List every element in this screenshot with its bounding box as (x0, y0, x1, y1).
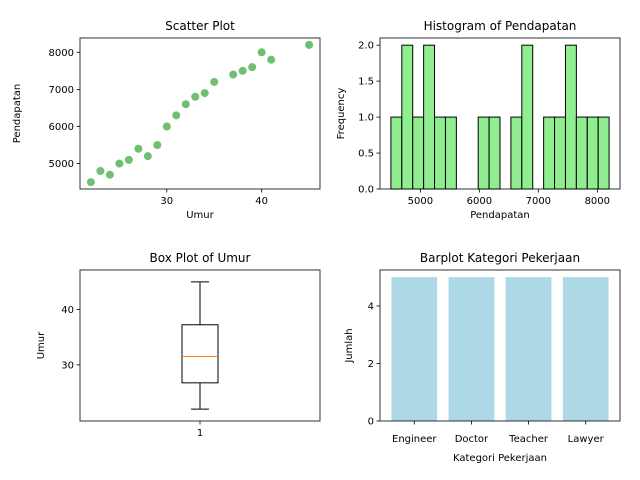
scatter-point (86, 178, 95, 187)
x-tick-label: Lawyer (568, 434, 605, 445)
axes-frame (379, 37, 621, 190)
histogram-bar (586, 116, 599, 190)
y-tick-label: 1.0 (358, 113, 374, 124)
scatter-point (210, 77, 219, 86)
scatter-point (143, 152, 152, 161)
scatter-point (105, 170, 114, 179)
y-axis-label: Umur (36, 331, 47, 359)
scatter-point (162, 122, 171, 131)
y-tick-label: 2 (368, 359, 374, 370)
y-tick-label: 7000 (49, 85, 74, 96)
scatter-point (238, 66, 247, 75)
scatter-point (134, 144, 143, 153)
y-axis-label: Frequency (336, 88, 347, 140)
histogram-bar (554, 116, 566, 190)
y-axis-label: Pendapatan (12, 84, 23, 144)
x-tick-label: 5000 (408, 196, 433, 207)
x-axis-label: Umur (186, 210, 214, 221)
scatter-point (172, 111, 181, 120)
histogram-bar (477, 116, 490, 190)
x-tick-label: 8000 (585, 196, 610, 207)
histogram-bar (488, 116, 501, 190)
x-tick-label: 6000 (467, 196, 492, 207)
x-tick-label: Doctor (455, 434, 489, 445)
scatter-point (200, 89, 209, 98)
scatter-point (191, 92, 200, 101)
histogram-bar (575, 116, 588, 190)
histogram-bar (434, 116, 446, 190)
x-tick-label: Engineer (392, 434, 437, 445)
histogram-bar (412, 116, 425, 190)
chart-title: Scatter Plot (165, 19, 235, 33)
histogram-bar (444, 116, 457, 190)
histogram-bar (390, 116, 403, 190)
x-tick-label: 1 (197, 428, 203, 439)
scatter-point (153, 141, 162, 150)
histogram-bar (597, 116, 610, 190)
bar (562, 277, 609, 421)
scatter-point (115, 159, 124, 168)
scatter-point (305, 40, 314, 49)
y-tick-label: 5000 (49, 159, 74, 170)
y-tick-label: 0 (368, 417, 374, 428)
scatter-point (124, 155, 133, 164)
histogram-bar (543, 116, 556, 190)
y-tick-label: 6000 (49, 122, 74, 133)
x-axis-label: Pendapatan (470, 210, 530, 221)
subplot-1: 5000 6000 7000 8000 30 40 Scatter Plot Umur Pend… (12, 19, 321, 221)
histogram-bar (521, 44, 534, 190)
histogram-bar (564, 44, 577, 190)
scatter-point (257, 48, 266, 57)
scatter-point (229, 70, 238, 79)
y-tick-label: 0.0 (358, 185, 374, 196)
x-tick-label: Teacher (508, 434, 549, 445)
box-body (181, 324, 219, 384)
scatter-point (96, 167, 105, 176)
bar (391, 277, 438, 421)
y-axis-label: Jumlah (344, 328, 355, 363)
chart-title: Histogram of Pendapatan (424, 19, 577, 33)
x-tick-label: 40 (255, 196, 268, 207)
y-tick-label: 30 (61, 360, 74, 371)
bar (505, 277, 552, 421)
y-tick-label: 40 (61, 305, 74, 316)
chart-title: Box Plot of Umur (150, 251, 251, 265)
subplot-2: 0.0 0.5 1.0 1.5 2.0 5000 6000 7000 8000 Histogram… (336, 19, 621, 221)
scatter-point (267, 55, 276, 64)
axes-frame (379, 269, 621, 422)
x-tick-label: 30 (160, 196, 173, 207)
x-tick-label: 7000 (526, 196, 551, 207)
y-tick-label: 0.5 (358, 149, 374, 160)
y-tick-label: 1.5 (358, 77, 374, 88)
bar (448, 277, 495, 421)
axes-frame (79, 37, 321, 190)
x-axis-label: Kategori Pekerjaan (453, 453, 547, 464)
subplot-3: 30 40 1 Box Plot of Umur Umur (36, 251, 321, 439)
y-tick-label: 2.0 (358, 41, 374, 52)
chart-title: Barplot Kategori Pekerjaan (420, 251, 580, 265)
y-tick-label: 4 (368, 301, 374, 312)
scatter-point (248, 63, 257, 72)
histogram-bar (510, 116, 523, 190)
histogram-bar (401, 44, 414, 190)
scatter-point (181, 100, 190, 109)
histogram-bar (423, 44, 436, 190)
y-tick-label: 8000 (49, 48, 74, 59)
subplot-4: Engineer Doctor Teacher Lawyer 0 2 4 Barplot Ka… (344, 251, 621, 464)
